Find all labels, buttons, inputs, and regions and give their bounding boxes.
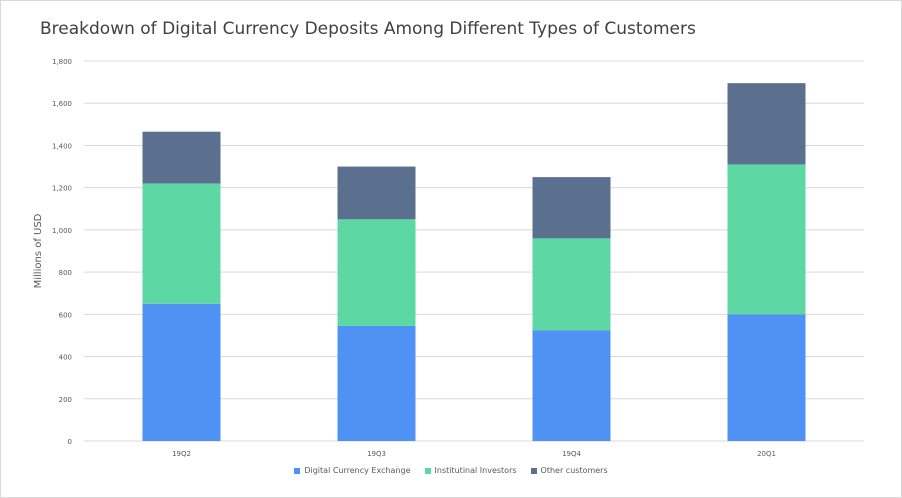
y-axis-label: Millions of USD xyxy=(33,213,44,288)
y-tick-label: 200 xyxy=(59,396,72,404)
legend-label: Digital Currency Exchange xyxy=(304,466,411,475)
legend-label: Other customers xyxy=(540,466,608,475)
y-tick-label: 1,800 xyxy=(52,58,72,66)
legend-swatch xyxy=(294,467,301,474)
bar-segment xyxy=(727,83,806,165)
x-tick-label: 19Q3 xyxy=(367,450,386,458)
y-tick-label: 0 xyxy=(68,438,72,446)
bar-segment xyxy=(142,303,221,441)
bar-segment xyxy=(142,131,221,184)
bar-segment xyxy=(337,325,416,441)
legend-item: Institutinal Investors xyxy=(424,466,517,475)
legend-item: Digital Currency Exchange xyxy=(294,466,411,475)
y-tick-label: 1,400 xyxy=(52,142,72,150)
legend-label: Institutinal Investors xyxy=(434,466,517,475)
bar-segment xyxy=(727,314,806,441)
x-tick-label: 19Q4 xyxy=(562,450,581,458)
y-tick-label: 1,000 xyxy=(52,227,72,235)
x-tick-label: 20Q1 xyxy=(757,450,776,458)
chart-title: Breakdown of Digital Currency Deposits A… xyxy=(40,19,696,39)
y-tick-label: 400 xyxy=(59,354,72,362)
legend-swatch xyxy=(530,467,537,474)
legend-swatch xyxy=(424,467,431,474)
bar-segment xyxy=(532,238,611,331)
bar-segment xyxy=(727,164,806,315)
y-tick-label: 600 xyxy=(59,311,72,319)
y-tick-label: 800 xyxy=(59,269,72,277)
chart-legend: Digital Currency Exchange Institutinal In… xyxy=(0,466,902,475)
bar-segment xyxy=(532,330,611,441)
bar-segment xyxy=(337,166,416,220)
y-tick-label: 1,200 xyxy=(52,185,72,193)
legend-item: Other customers xyxy=(530,466,608,475)
bar-segment xyxy=(142,183,221,304)
y-tick-label: 1,600 xyxy=(52,100,72,108)
x-tick-label: 19Q2 xyxy=(172,450,191,458)
bar-segment xyxy=(532,177,611,239)
bar-segment xyxy=(337,219,416,326)
